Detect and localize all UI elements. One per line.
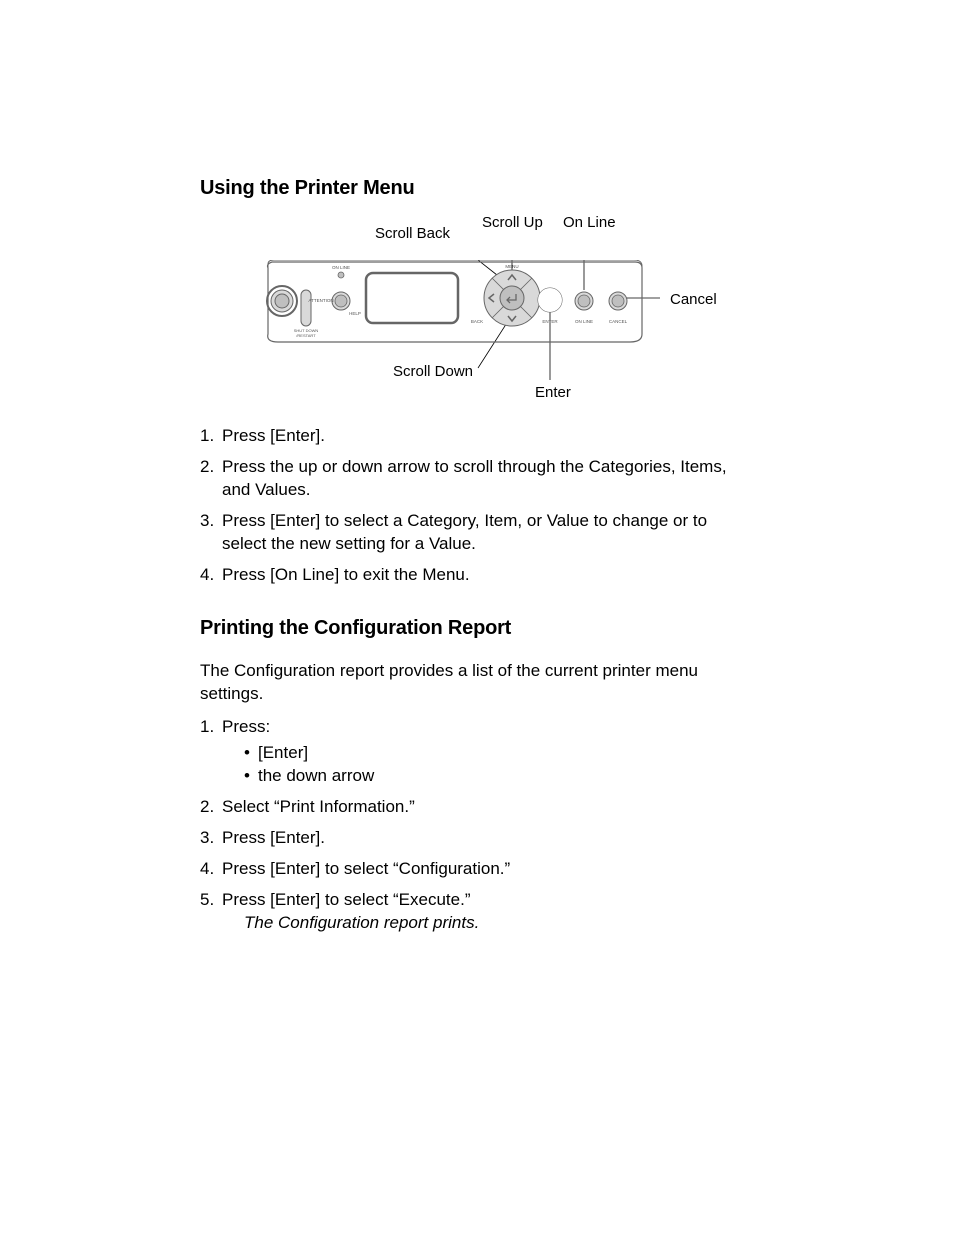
steps-using-printer-menu: Press [Enter]. Press the up or down arro…: [200, 425, 754, 587]
callout-scroll-up: Scroll Up: [482, 213, 543, 233]
step-item: Press [Enter] to select a Category, Item…: [200, 510, 754, 556]
heading-printing-config-report: Printing the Configuration Report: [200, 615, 754, 642]
result-text: The Configuration report prints.: [222, 912, 754, 935]
step-item: Press the up or down arrow to scroll thr…: [200, 456, 754, 502]
printer-panel-diagram: Scroll Back Scroll Up On Line Cancel Scr…: [260, 220, 800, 405]
step-sublist: [Enter] the down arrow: [244, 742, 754, 788]
svg-text:ATTENTION: ATTENTION: [308, 298, 333, 303]
svg-text:/RESTART: /RESTART: [296, 333, 316, 338]
printer-panel-svg: ON LINE ATTENTION SHUT DOWN /RESTART HEL…: [260, 260, 660, 380]
sub-item: [Enter]: [244, 742, 754, 765]
intro-config-report: The Configuration report provides a list…: [200, 660, 754, 706]
sub-item: the down arrow: [244, 765, 754, 788]
callout-on-line: On Line: [563, 213, 616, 233]
steps-config-report: Press: [Enter] the down arrow Select “Pr…: [200, 716, 754, 936]
svg-text:MENU: MENU: [505, 264, 518, 269]
svg-text:BACK: BACK: [471, 319, 483, 324]
svg-text:ENTER: ENTER: [542, 319, 558, 324]
step-text: Press [Enter] to select “Execute.”: [222, 890, 470, 909]
callout-cancel: Cancel: [670, 290, 717, 310]
svg-text:HELP: HELP: [349, 311, 361, 316]
step-item: Press [Enter].: [200, 425, 754, 448]
svg-text:CANCEL: CANCEL: [609, 319, 628, 324]
step-item: Press [Enter] to select “Configuration.”: [200, 858, 754, 881]
svg-text:ON LINE: ON LINE: [575, 319, 593, 324]
callout-enter: Enter: [535, 383, 571, 403]
callout-scroll-back: Scroll Back: [375, 224, 450, 244]
svg-text:ON LINE: ON LINE: [332, 265, 350, 270]
step-item: Press [Enter] to select “Execute.” The C…: [200, 889, 754, 935]
step-item: Press [On Line] to exit the Menu.: [200, 564, 754, 587]
heading-using-printer-menu: Using the Printer Menu: [200, 175, 754, 202]
step-item: Press [Enter].: [200, 827, 754, 850]
step-item: Press: [Enter] the down arrow: [200, 716, 754, 789]
step-item: Select “Print Information.”: [200, 796, 754, 819]
step-text: Press:: [222, 717, 270, 736]
